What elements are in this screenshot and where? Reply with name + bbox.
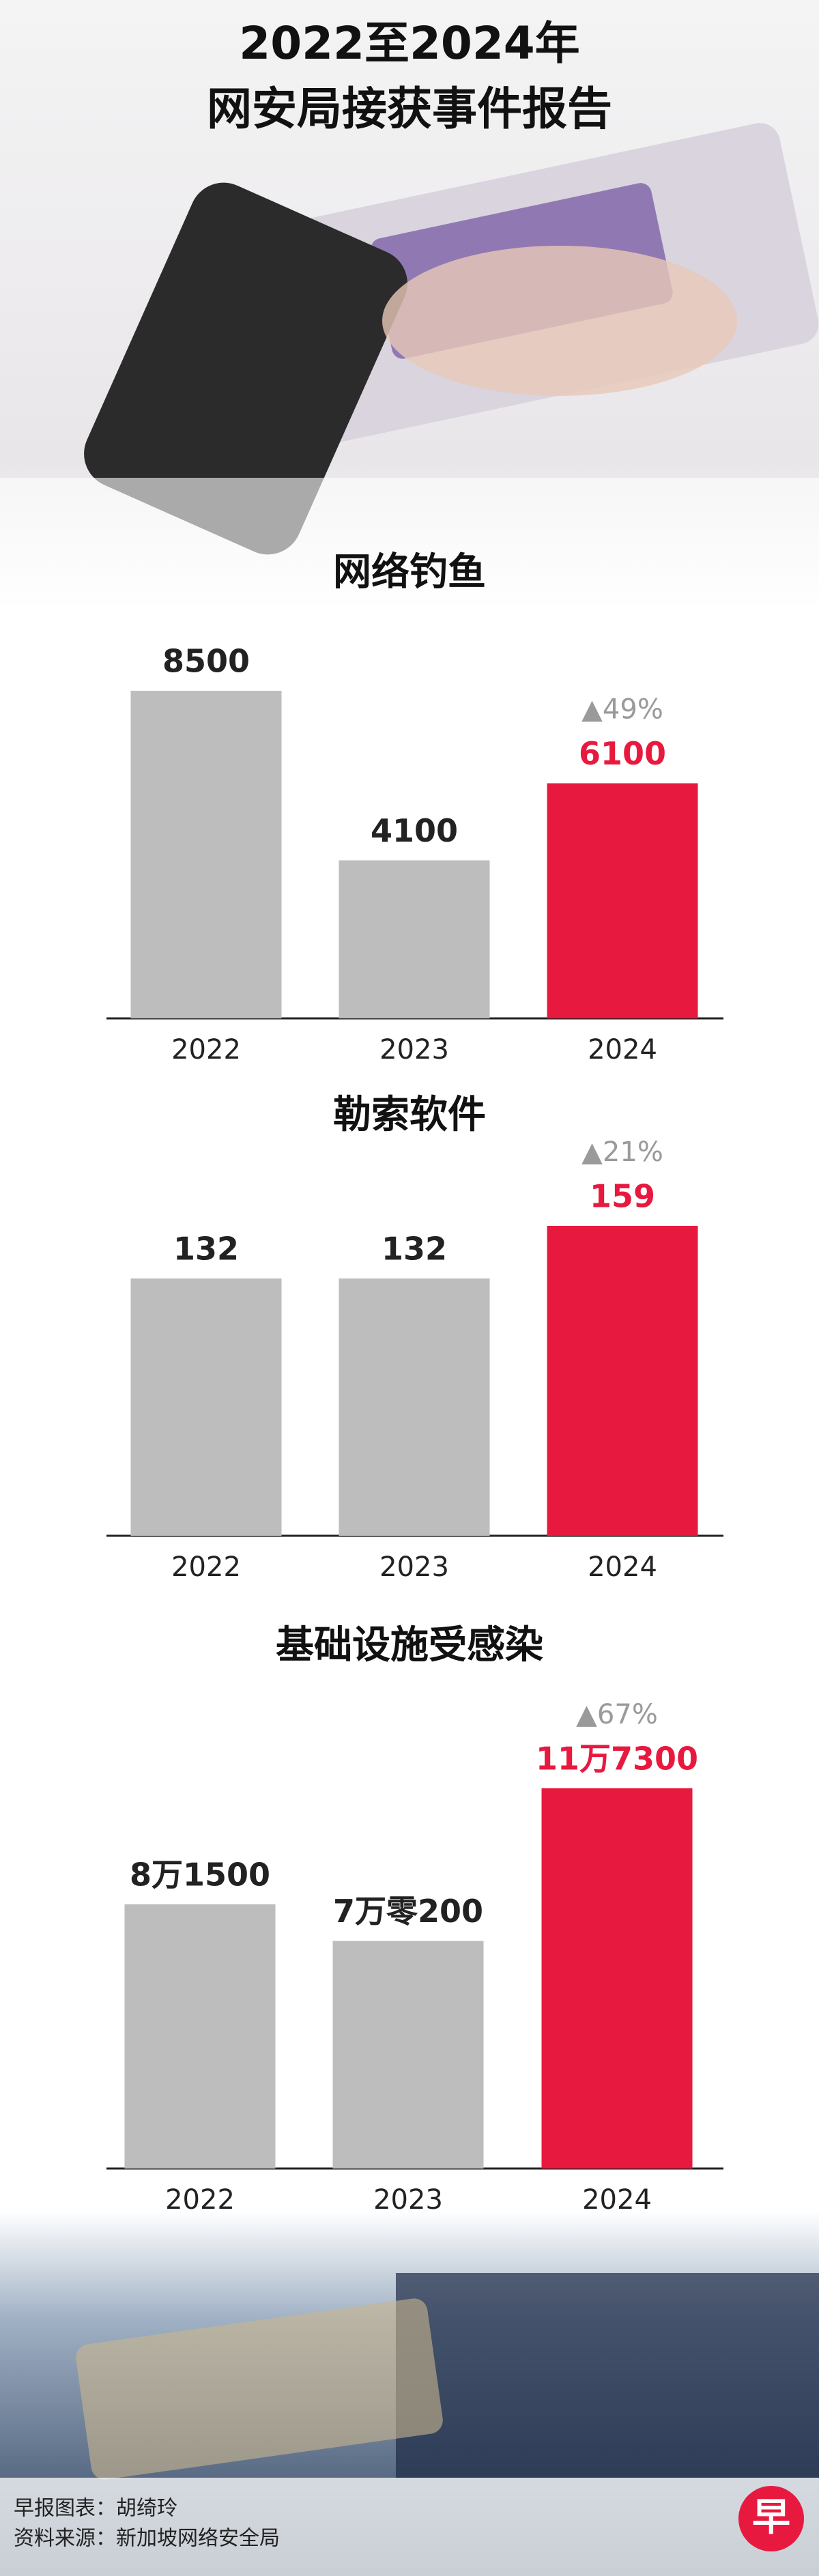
page-title: 2022至2024年 xyxy=(239,17,579,70)
bar xyxy=(124,1904,276,2169)
x-tick-label: 2024 xyxy=(588,1034,657,1065)
page-title: 网安局接获事件报告 xyxy=(207,83,612,135)
value-label: 8500 xyxy=(162,643,250,680)
logo: 早 xyxy=(752,2495,790,2540)
value-label: 159 xyxy=(590,1178,655,1215)
value-label: 132 xyxy=(173,1231,239,1268)
bar xyxy=(130,691,282,1018)
value-label: 6100 xyxy=(579,735,666,772)
bar xyxy=(332,1941,484,2169)
x-tick-label: 2022 xyxy=(171,1551,241,1583)
value-label: 132 xyxy=(382,1231,447,1268)
credit: 早报图表：胡绮玲 xyxy=(14,2497,177,2521)
value-label: 8万1500 xyxy=(130,1856,270,1893)
chart-title: 网络钓鱼 xyxy=(333,550,486,595)
bar xyxy=(339,1278,490,1536)
x-tick-label: 2022 xyxy=(165,2184,235,2216)
bottom-photo xyxy=(0,2212,819,2576)
top-photo xyxy=(0,0,819,614)
chart-title: 基础设施受感染 xyxy=(276,1623,543,1668)
bar xyxy=(547,1226,698,1536)
x-tick-label: 2023 xyxy=(379,1034,449,1065)
value-label: 11万7300 xyxy=(536,1741,698,1777)
bar xyxy=(541,1788,693,2169)
bar xyxy=(339,860,490,1018)
x-tick-label: 2023 xyxy=(373,2184,443,2216)
logo-badge xyxy=(738,2486,804,2551)
x-tick-label: 2024 xyxy=(588,1551,657,1583)
change-annotation: ▲21% xyxy=(581,1136,663,1168)
value-label: 4100 xyxy=(371,812,458,849)
source: 资料来源：新加坡网络安全局 xyxy=(14,2527,280,2551)
x-tick-label: 2023 xyxy=(379,1551,449,1583)
bar xyxy=(130,1278,282,1536)
value-label: 7万零200 xyxy=(333,1893,483,1930)
chart-title: 勒索软件 xyxy=(333,1093,486,1137)
x-tick-label: 2022 xyxy=(171,1034,241,1065)
bar xyxy=(547,783,698,1018)
change-annotation: ▲67% xyxy=(576,1699,658,1730)
change-annotation: ▲49% xyxy=(581,694,663,726)
x-tick-label: 2024 xyxy=(582,2184,652,2216)
